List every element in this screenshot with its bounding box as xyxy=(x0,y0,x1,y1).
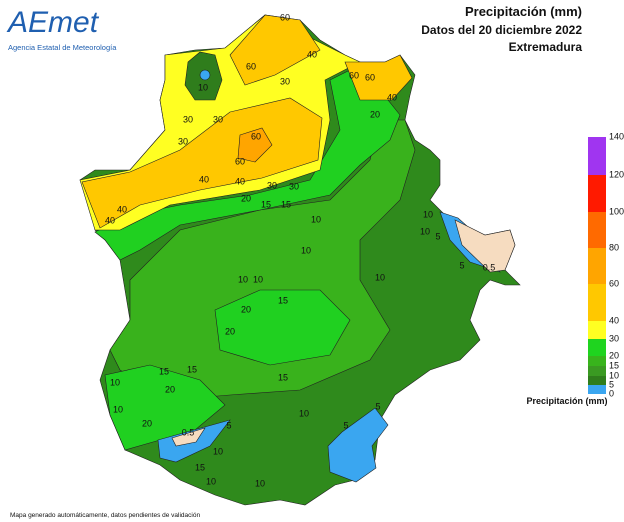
contour-label: 20 xyxy=(142,418,152,428)
contour-label: 15 xyxy=(195,462,205,472)
colorbar-band xyxy=(588,385,606,394)
contour-label: 30 xyxy=(183,114,193,124)
contour-label: 5 xyxy=(435,231,440,241)
colorbar-label: 40 xyxy=(609,315,619,325)
colorbar-label: 100 xyxy=(609,206,624,216)
contour-label: 30 xyxy=(267,180,277,190)
zone-20-30-c xyxy=(214,289,351,366)
contour-label: 15 xyxy=(159,366,169,376)
contour-label: 15 xyxy=(278,372,288,382)
contour-label: 10 xyxy=(110,377,120,387)
colorbar-band xyxy=(588,137,606,175)
colorbar-label: 5 xyxy=(609,379,614,389)
logo-subtitle: Agencia Estatal de Meteorología xyxy=(8,43,117,52)
colorbar-band xyxy=(588,366,606,376)
colorbar-band xyxy=(588,212,606,248)
colorbar-band xyxy=(588,284,606,321)
legend-title: Precipitación (mm) xyxy=(526,396,607,406)
contour-label: 60 xyxy=(251,131,261,141)
contour-label: 30 xyxy=(178,136,188,146)
zone-dry-e xyxy=(454,219,516,273)
contour-label: 10 xyxy=(198,82,208,92)
contour-label: 40 xyxy=(117,204,127,214)
footer: Mapa generado automáticamente, datos pen… xyxy=(10,512,200,519)
contour-label: 10 xyxy=(423,209,433,219)
contour-label: 0.5 xyxy=(483,262,496,272)
contour-label: 20 xyxy=(241,193,251,203)
region: Extremadura xyxy=(509,40,583,54)
contour-label: 0.5 xyxy=(182,427,195,437)
colorbar-band xyxy=(588,321,606,339)
contour-label: 60 xyxy=(365,72,375,82)
contour-label: 10 xyxy=(420,226,430,236)
zone-60-80 xyxy=(237,127,273,163)
contour-label: 30 xyxy=(280,76,290,86)
contour-label: 10 xyxy=(253,274,263,284)
contour-label: 60 xyxy=(280,12,290,22)
contour-label: 10 xyxy=(213,446,223,456)
contour-label: 15 xyxy=(261,199,271,209)
contour-label: 10 xyxy=(301,245,311,255)
colorbar-label: 140 xyxy=(609,131,624,141)
contour-label: 15 xyxy=(281,199,291,209)
contour-label: 60 xyxy=(349,70,359,80)
zone-20-30 xyxy=(94,69,401,261)
contour-label: 30 xyxy=(289,181,299,191)
contour-label: 10 xyxy=(311,214,321,224)
contour-label: 60 xyxy=(235,156,245,166)
contour-label: 15 xyxy=(187,364,197,374)
title: Precipitación (mm) xyxy=(465,4,582,19)
logo: AEmet xyxy=(6,6,100,39)
contour-label: 10 xyxy=(206,476,216,486)
contour-label: 20 xyxy=(165,384,175,394)
contour-label: 10 xyxy=(255,478,265,488)
colorbar-label: 30 xyxy=(609,333,619,343)
contour-label: 40 xyxy=(105,215,115,225)
colorbar-band xyxy=(588,248,606,284)
contour-label: 5 xyxy=(459,260,464,270)
colorbar-label: 15 xyxy=(609,360,619,370)
colorbar-band xyxy=(588,175,606,212)
contour-label: 15 xyxy=(278,295,288,305)
contour-label: 20 xyxy=(241,304,251,314)
colorbar-label: 60 xyxy=(609,278,619,288)
contour-label: 30 xyxy=(213,114,223,124)
contour-label: 10 xyxy=(113,404,123,414)
contour-label: 10 xyxy=(299,408,309,418)
zone-dry-sw xyxy=(171,427,206,447)
contour-label: 40 xyxy=(199,174,209,184)
colorbar-label: 20 xyxy=(609,350,619,360)
contour-label: 10 xyxy=(238,274,248,284)
zone-blue-nw xyxy=(199,69,211,81)
map xyxy=(79,14,521,506)
contour-label: 20 xyxy=(370,109,380,119)
colorbar-label: 80 xyxy=(609,242,619,252)
colorbar-band xyxy=(588,376,606,385)
zone-blue-se xyxy=(327,407,389,483)
contour-label: 20 xyxy=(225,326,235,336)
contour-label: 40 xyxy=(235,176,245,186)
contour-label: 5 xyxy=(343,420,348,430)
colorbar-band xyxy=(588,356,606,366)
contour-label: 40 xyxy=(387,92,397,102)
date: Datos del 20 diciembre 2022 xyxy=(421,23,582,37)
contour-label: 5 xyxy=(226,420,231,430)
colorbar-band xyxy=(588,339,606,356)
colorbar-label: 0 xyxy=(609,388,614,398)
contour-label: 60 xyxy=(246,61,256,71)
zone-40-60-c xyxy=(344,54,413,101)
contour-label: 40 xyxy=(307,49,317,59)
colorbar-label: 120 xyxy=(609,169,624,179)
zone-40-60 xyxy=(229,14,321,86)
colorbar-label: 10 xyxy=(609,370,619,380)
contour-label: 10 xyxy=(375,272,385,282)
contour-label: 5 xyxy=(375,401,380,411)
